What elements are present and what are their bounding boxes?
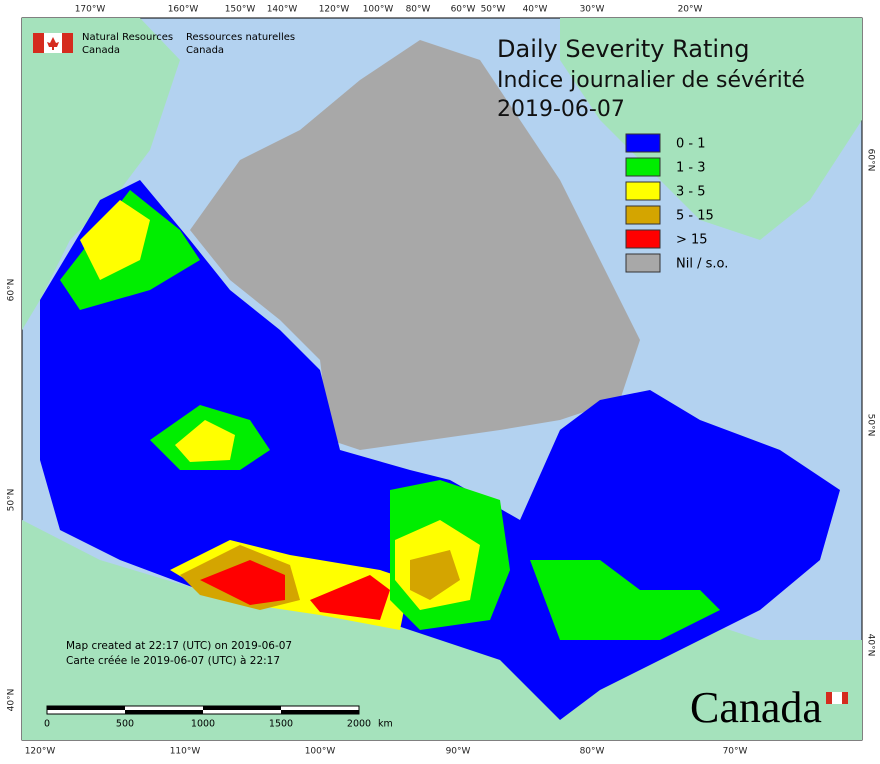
yukon-yellow bbox=[80, 200, 150, 280]
bottom-tick: 80°W bbox=[580, 747, 605, 757]
created-en: Map created at 22:17 (UTC) on 2019-06-07 bbox=[66, 640, 292, 652]
scale-label: 500 bbox=[116, 719, 134, 730]
bottom-tick: 110°W bbox=[170, 747, 201, 757]
top-tick: 60°W bbox=[451, 5, 476, 15]
on-orange bbox=[410, 550, 460, 600]
legend-swatch bbox=[625, 133, 661, 153]
right-tick: 60°N bbox=[866, 149, 876, 172]
flag bbox=[33, 33, 73, 53]
left-tick: 60°N bbox=[7, 279, 17, 302]
legend-label: Nil / s.o. bbox=[676, 257, 728, 272]
scale-label: 1500 bbox=[269, 719, 293, 730]
scale-unit: km bbox=[378, 719, 393, 730]
right-tick: 40°N bbox=[866, 634, 876, 657]
logo-en-2: Canada bbox=[82, 45, 120, 56]
top-tick: 30°W bbox=[580, 5, 605, 15]
arctic bbox=[190, 40, 640, 450]
wordmark-flag bbox=[826, 692, 848, 704]
top-tick: 80°W bbox=[406, 5, 431, 15]
ab-yellow bbox=[175, 420, 235, 462]
greenland bbox=[560, 18, 862, 240]
legend-swatch bbox=[625, 205, 661, 225]
right-tick: 50°N bbox=[866, 414, 876, 437]
top-tick: 50°W bbox=[481, 5, 506, 15]
title-date: 2019-06-07 bbox=[497, 97, 625, 122]
scale-label: 1000 bbox=[191, 719, 215, 730]
bottom-tick: 120°W bbox=[25, 747, 56, 757]
russia bbox=[22, 18, 180, 330]
legend-label: 3 - 5 bbox=[676, 185, 706, 200]
scale-label: 0 bbox=[44, 719, 50, 730]
legend-label: 1 - 3 bbox=[676, 161, 706, 176]
logo-fr-1: Ressources naturelles bbox=[186, 32, 295, 43]
sk-red bbox=[310, 575, 390, 620]
wordmark: Canada bbox=[690, 683, 822, 732]
legend-swatch bbox=[625, 253, 661, 273]
bottom-tick: 90°W bbox=[446, 747, 471, 757]
prairie-red bbox=[200, 560, 285, 605]
left-tick: 40°N bbox=[7, 689, 17, 712]
title-fr: Indice journalier de sévérité bbox=[497, 68, 805, 93]
title-en: Daily Severity Rating bbox=[497, 35, 749, 63]
top-tick: 20°W bbox=[678, 5, 703, 15]
logo-fr-2: Canada bbox=[186, 45, 224, 56]
scale-label: 2000 bbox=[347, 719, 371, 730]
legend-swatch bbox=[625, 181, 661, 201]
bottom-tick: 70°W bbox=[723, 747, 748, 757]
bottom-tick: 100°W bbox=[305, 747, 336, 757]
top-tick: 40°W bbox=[523, 5, 548, 15]
qc-green bbox=[530, 560, 720, 640]
legend-label: 5 - 15 bbox=[676, 209, 714, 224]
scale-bar bbox=[46, 705, 360, 715]
top-tick: 140°W bbox=[267, 5, 298, 15]
left-tick: 50°N bbox=[7, 489, 17, 512]
created-fr: Carte créée le 2019-06-07 (UTC) à 22:17 bbox=[66, 655, 280, 667]
top-tick: 120°W bbox=[319, 5, 350, 15]
legend-label: 0 - 1 bbox=[676, 137, 706, 152]
top-tick: 150°W bbox=[225, 5, 256, 15]
top-tick: 100°W bbox=[363, 5, 394, 15]
logo-en-1: Natural Resources bbox=[82, 32, 173, 43]
usa bbox=[22, 520, 862, 740]
legend-swatch bbox=[625, 157, 661, 177]
legend-label: > 15 bbox=[676, 233, 708, 248]
top-tick: 170°W bbox=[75, 5, 106, 15]
top-tick: 160°W bbox=[168, 5, 199, 15]
legend-swatch bbox=[625, 229, 661, 249]
